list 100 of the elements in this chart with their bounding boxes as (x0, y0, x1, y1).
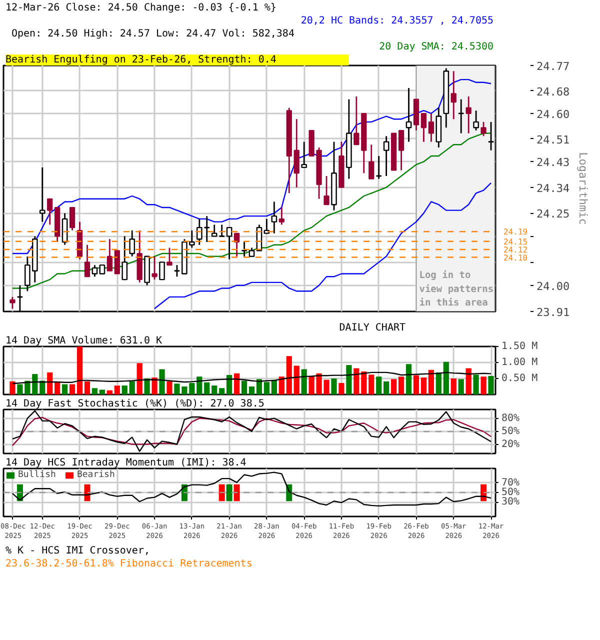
bar (32, 374, 38, 394)
bar (92, 388, 98, 394)
candlestick (473, 110, 479, 132)
y-tick-label: 20% (502, 439, 520, 450)
candlestick (234, 232, 240, 258)
chart-title: 12-Mar-26 Close: 24.50 Change: -0.03 {-0.1 %} (6, 2, 276, 14)
bar (428, 370, 434, 394)
y-tick-label: 24.25 (536, 208, 570, 221)
y-tick-label: 24.68 (536, 85, 570, 98)
text: 23.6-38.2-50-61.8% Fibonacci Retracements (6, 558, 252, 570)
bar (346, 365, 352, 394)
bar (76, 346, 83, 394)
candlestick (324, 175, 330, 206)
candlestick (204, 215, 210, 243)
bar (331, 378, 337, 394)
y-tick-label: 1.50 M (502, 341, 538, 352)
y-tick-label: 24.34 (536, 182, 570, 195)
y-tick-label: 30% (502, 496, 520, 508)
text: 20,2 HC Bands: 24.3557 , 24.7055 (300, 16, 494, 26)
bar (398, 376, 404, 394)
bar (54, 382, 60, 394)
bar (278, 376, 284, 394)
text: 20 Day SMA: 24.5300 (379, 42, 494, 52)
candlestick (488, 121, 494, 152)
band-label: Log in to view patterns in this area (419, 270, 494, 308)
bar (420, 378, 427, 394)
y-tick-label: 24.77 (536, 60, 570, 73)
candlestick (129, 230, 136, 258)
bar (294, 366, 300, 394)
line-series (12, 472, 492, 507)
bar (488, 376, 494, 394)
ref-line-label: 24.12 (504, 245, 528, 254)
bar (450, 378, 456, 394)
candlestick (428, 112, 434, 142)
ref-line-label: 24.19 (504, 228, 528, 237)
bar (10, 381, 16, 394)
y-tick-label: 50% (502, 426, 520, 437)
candlestick (383, 135, 390, 177)
y-tick-label: 24.60 (536, 108, 570, 121)
candlestick (354, 96, 360, 146)
bar (473, 374, 479, 394)
bar (361, 371, 367, 394)
line-series (154, 182, 492, 310)
bar (391, 379, 397, 394)
line-series (12, 372, 492, 384)
y-tick-label: 23.91 (536, 306, 570, 319)
bar (106, 390, 112, 394)
ref-line-label: 24.10 (504, 253, 528, 262)
bar (62, 384, 68, 394)
y-tick-label: 24.00 (536, 280, 570, 293)
bar (212, 386, 218, 394)
candlestick (240, 241, 248, 258)
bar (354, 368, 360, 394)
candlestick (84, 244, 90, 278)
candlestick (226, 226, 232, 260)
y-tick-label: 24.43 (536, 156, 570, 170)
y-tick-label: 80% (502, 412, 520, 424)
candlestick (159, 262, 165, 280)
bar (368, 374, 374, 394)
text: DAILY CHART (339, 322, 406, 334)
bar (166, 381, 172, 394)
candlestick (39, 166, 46, 223)
bar (219, 388, 225, 394)
bar (159, 369, 165, 394)
bar (480, 376, 486, 394)
bar (413, 375, 420, 394)
bar (84, 381, 90, 394)
candlestick (458, 98, 464, 134)
candlestick (166, 247, 172, 266)
y-axis-title: Logarithmic (576, 152, 590, 225)
candlestick (301, 141, 307, 168)
bar (271, 380, 277, 394)
legend-label: Bullish (18, 470, 56, 480)
bar (226, 374, 232, 394)
candlestick (278, 206, 284, 226)
bar (286, 356, 292, 394)
bar (152, 378, 158, 394)
candlestick (92, 264, 98, 278)
line-series (12, 78, 492, 254)
bar (40, 380, 46, 394)
bar (129, 381, 135, 394)
ref-line-label: 24.15 (504, 237, 528, 246)
bar (376, 376, 382, 394)
line-series (12, 416, 492, 446)
candlestick (174, 264, 180, 278)
chart-subtitle: Open: 24.50 High: 24.57 Low: 24.47 Vol: 582,384 (12, 28, 294, 40)
y-tick-label: 70% (502, 477, 520, 488)
candlestick (106, 238, 112, 272)
candlestick (368, 144, 374, 180)
bar (241, 380, 248, 394)
bar (256, 379, 262, 394)
bar (338, 382, 344, 394)
candlestick (406, 87, 412, 142)
y-tick-label: 1.00 M (502, 357, 538, 368)
bar (458, 379, 464, 394)
bar (204, 382, 210, 394)
y-tick-label: 0.50 M (502, 373, 538, 384)
bar (436, 372, 442, 394)
bar (301, 369, 307, 394)
candlestick (69, 206, 76, 232)
